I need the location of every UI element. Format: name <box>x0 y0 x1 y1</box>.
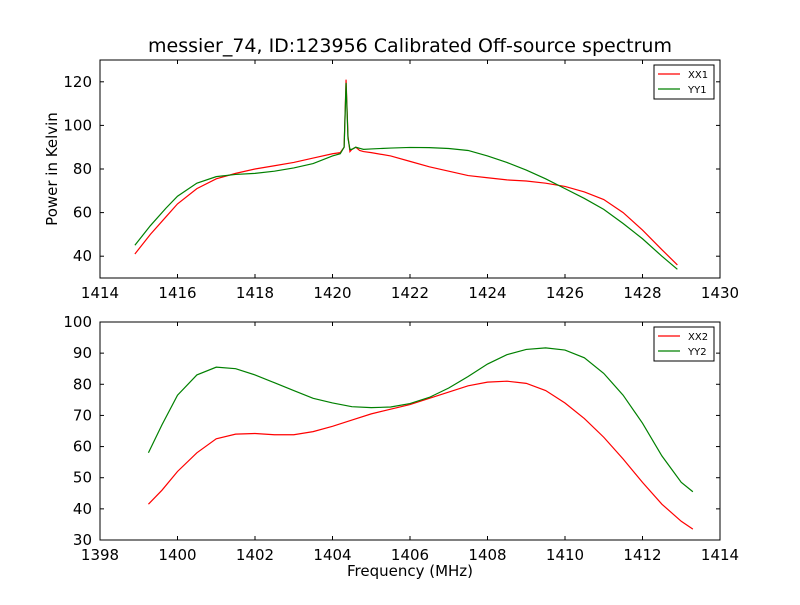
x-tick-label: 1398 <box>81 546 119 564</box>
series-line-xx2 <box>148 380 694 530</box>
legend-label-yy2: YY2 <box>687 347 707 358</box>
x-tick-label: 1410 <box>546 546 584 564</box>
y-tick-label: 40 <box>73 500 92 518</box>
y-tick-label: 70 <box>73 406 92 424</box>
x-tick-label: 1420 <box>313 284 351 302</box>
x-tick-label: 1412 <box>623 546 661 564</box>
legend-label-yy1: YY1 <box>687 85 707 96</box>
top-chart: 1414 1416 1418 1420 1422 1424 1426 1428 1430 40 60… <box>43 59 739 302</box>
x-tick-label: 1416 <box>158 284 196 302</box>
x-tick-label: 1402 <box>236 546 274 564</box>
series-line-yy2 <box>147 347 694 493</box>
x-tick-label: 1414 <box>701 546 739 564</box>
y-tick-label: 50 <box>73 469 92 487</box>
y-tick-label: 80 <box>73 375 92 393</box>
y-tick-label: 100 <box>63 116 92 134</box>
x-tick-label: 1418 <box>236 284 274 302</box>
y-tick-label: 60 <box>73 204 92 222</box>
legend-label-xx1: XX1 <box>688 70 708 81</box>
y-tick-label: 30 <box>73 531 92 549</box>
x-axis-label: Frequency (MHz) <box>347 562 473 580</box>
y-tick-label: 80 <box>73 160 92 178</box>
x-tick-label: 1430 <box>701 284 739 302</box>
y-tick-label: 60 <box>73 438 92 456</box>
legend-box <box>653 326 715 362</box>
x-tick-label: 1406 <box>391 546 429 564</box>
x-tick-label: 1422 <box>391 284 429 302</box>
x-tick-label: 1424 <box>468 284 506 302</box>
y-tick-label: 90 <box>73 344 92 362</box>
legend-box <box>653 64 715 100</box>
x-tick-label: 1414 <box>81 284 119 302</box>
series-line-yy1 <box>134 82 678 270</box>
x-tick-label: 1400 <box>158 546 196 564</box>
x-tick-label: 1428 <box>623 284 661 302</box>
series-line-xx1 <box>134 79 678 266</box>
x-tick-label: 1404 <box>313 546 351 564</box>
y-tick-label: 100 <box>63 313 92 331</box>
y-tick-label: 40 <box>73 247 92 265</box>
bottom-chart: 1398 1400 1402 1404 1406 1408 1410 1412 1414 30 40… <box>63 313 739 580</box>
y-axis-label: Power in Kelvin <box>43 112 61 226</box>
x-tick-label: 1408 <box>468 546 506 564</box>
chart-title: messier_74, ID:123956 Calibrated Off-sou… <box>148 35 672 57</box>
legend-label-xx2: XX2 <box>688 332 708 343</box>
y-tick-label: 120 <box>63 73 92 91</box>
x-tick-label: 1426 <box>546 284 584 302</box>
